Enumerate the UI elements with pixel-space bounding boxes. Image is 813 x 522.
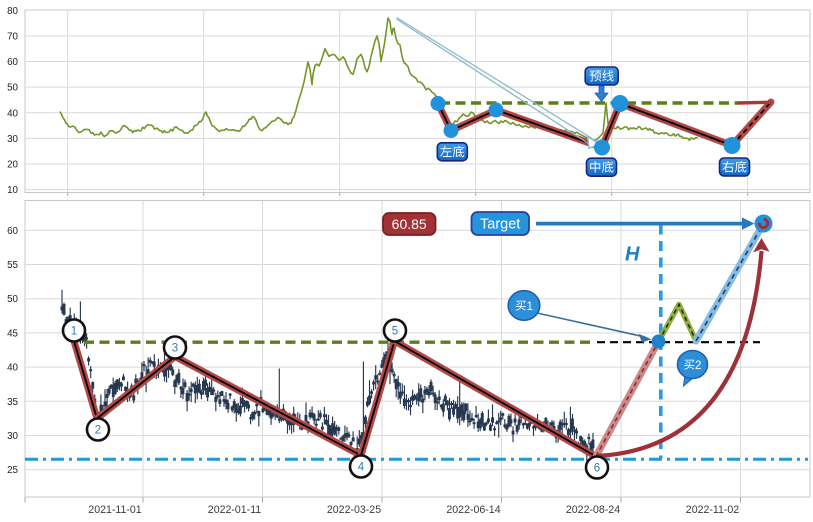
svg-text:30: 30 (7, 134, 18, 145)
svg-text:2022-06-14: 2022-06-14 (446, 504, 500, 516)
svg-text:Target: Target (480, 217, 520, 233)
svg-text:40: 40 (7, 363, 18, 374)
svg-text:40: 40 (7, 108, 18, 119)
svg-text:H: H (625, 244, 640, 266)
svg-text:1: 1 (71, 326, 77, 338)
svg-text:35: 35 (7, 397, 18, 408)
svg-text:55: 55 (7, 260, 18, 271)
svg-text:2022-11-02: 2022-11-02 (686, 504, 740, 516)
svg-text:5: 5 (392, 326, 398, 338)
svg-text:2022-01-11: 2022-01-11 (208, 504, 262, 516)
svg-text:2022-03-25: 2022-03-25 (327, 504, 381, 516)
svg-text:4: 4 (358, 462, 365, 474)
svg-text:10: 10 (7, 185, 18, 196)
svg-text:6: 6 (594, 463, 600, 475)
svg-text:60.85: 60.85 (392, 216, 427, 232)
svg-text:2021-11-01: 2021-11-01 (88, 504, 142, 516)
svg-text:1: 1 (527, 301, 533, 313)
svg-text:25: 25 (7, 465, 18, 476)
svg-text:2022-08-24: 2022-08-24 (566, 504, 620, 516)
svg-text:60: 60 (7, 226, 18, 237)
svg-text:20: 20 (7, 160, 18, 171)
svg-text:50: 50 (7, 83, 18, 94)
svg-text:70: 70 (7, 31, 18, 42)
svg-text:3: 3 (172, 343, 178, 355)
svg-text:60: 60 (7, 57, 18, 68)
svg-text:45: 45 (7, 328, 18, 339)
svg-text:2: 2 (95, 425, 101, 437)
svg-text:30: 30 (7, 431, 18, 442)
svg-text:50: 50 (7, 294, 18, 305)
svg-text:2: 2 (695, 360, 701, 372)
svg-text:80: 80 (7, 6, 18, 17)
